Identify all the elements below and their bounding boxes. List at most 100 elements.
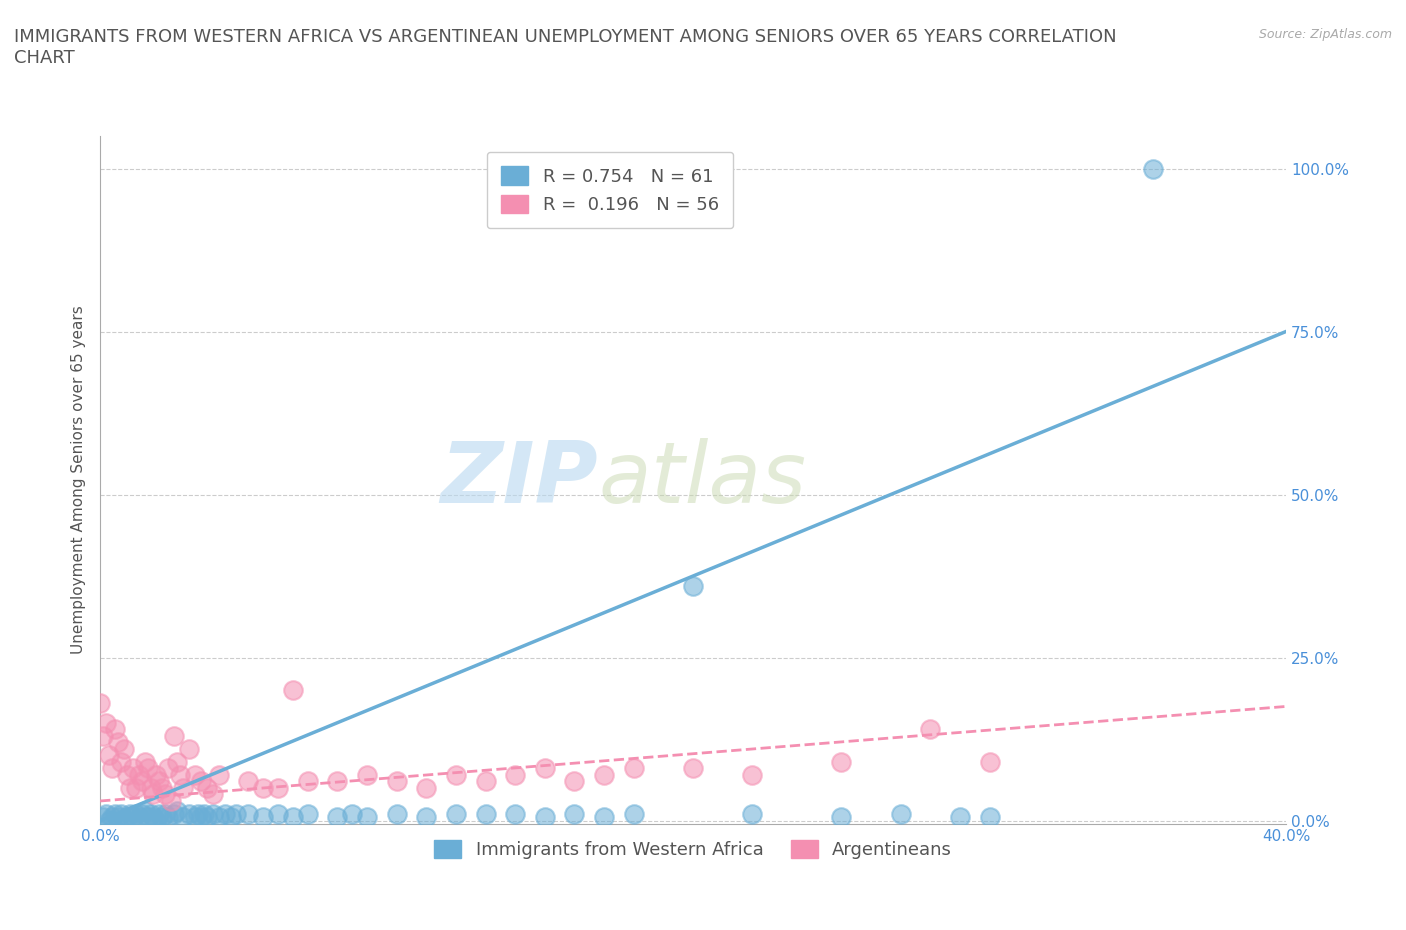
Point [415,780,437,795]
Point [533,761,555,776]
Point [385,774,408,789]
Point [741,806,763,821]
Point [190,774,212,789]
Point [107,735,129,750]
Point [920,722,942,737]
Point [682,578,704,593]
Point [267,780,290,795]
Point [128,767,150,782]
Point [148,806,170,821]
Point [682,761,704,776]
Point [195,810,218,825]
Point [91,810,114,825]
Point [142,787,165,802]
Point [157,761,180,776]
Text: ZIP: ZIP [440,438,598,522]
Point [474,806,496,821]
Point [115,767,138,782]
Point [830,754,852,769]
Point [155,787,177,802]
Point [150,810,173,825]
Point [121,761,143,776]
Point [104,806,127,821]
Point [949,810,972,825]
Point [98,813,121,828]
Point [326,810,349,825]
Point [830,810,852,825]
Point [444,806,467,821]
Point [564,774,586,789]
Point [297,774,319,789]
Point [177,741,200,756]
Point [177,806,200,821]
Point [145,767,167,782]
Point [503,767,526,782]
Point [593,810,616,825]
Point [112,813,135,828]
Point [134,804,156,818]
Point [225,806,247,821]
Point [118,780,141,795]
Point [166,754,188,769]
Point [128,810,150,825]
Point [623,806,645,821]
Point [131,774,153,789]
Point [623,761,645,776]
Point [1142,161,1164,176]
Point [281,810,304,825]
Legend: Immigrants from Western Africa, Argentineans: Immigrants from Western Africa, Argentin… [427,832,959,867]
Point [157,810,180,825]
Point [155,806,177,821]
Point [125,780,148,795]
Point [110,754,132,769]
Point [533,810,555,825]
Point [112,741,135,756]
Point [163,728,186,743]
Point [150,780,173,795]
Point [142,810,165,825]
Point [131,806,153,821]
Point [201,806,224,821]
Point [125,806,148,821]
Point [172,780,194,795]
Point [252,780,274,795]
Point [110,806,132,821]
Point [219,810,242,825]
Point [163,806,186,821]
Point [297,806,319,821]
Point [101,810,124,825]
Point [890,806,912,821]
Point [208,810,231,825]
Point [91,728,114,743]
Point [238,806,260,821]
Point [593,767,616,782]
Point [267,806,290,821]
Point [139,806,162,821]
Point [741,767,763,782]
Point [98,748,121,763]
Point [474,774,496,789]
Point [195,780,218,795]
Point [115,810,138,825]
Point [326,774,349,789]
Text: IMMIGRANTS FROM WESTERN AFRICA VS ARGENTINEAN UNEMPLOYMENT AMONG SENIORS OVER 65: IMMIGRANTS FROM WESTERN AFRICA VS ARGENT… [14,28,1116,67]
Point [281,683,304,698]
Point [107,810,129,825]
Point [187,806,209,821]
Point [356,810,378,825]
Point [238,774,260,789]
Point [184,767,207,782]
Point [166,804,188,818]
Point [136,761,159,776]
Point [415,810,437,825]
Text: Source: ZipAtlas.com: Source: ZipAtlas.com [1258,28,1392,41]
Point [385,806,408,821]
Point [172,810,194,825]
Point [340,806,363,821]
Point [979,754,1001,769]
Point [89,696,111,711]
Point [979,810,1001,825]
Point [94,806,117,821]
Text: atlas: atlas [598,438,806,522]
Point [118,806,141,821]
